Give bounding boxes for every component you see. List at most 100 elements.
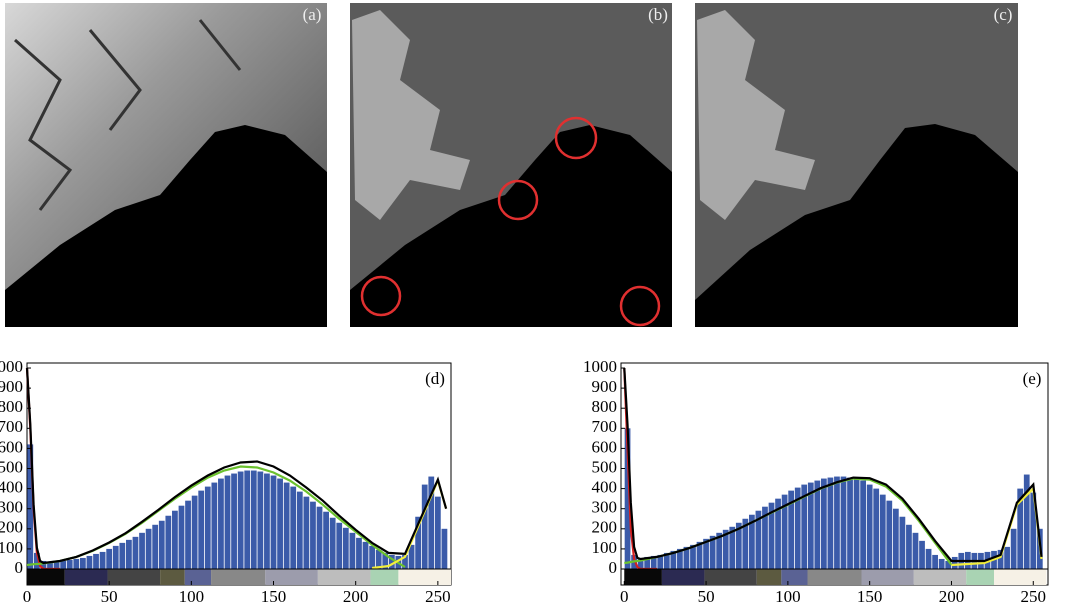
hist-bar: [729, 526, 736, 569]
y-tick-label: 0: [15, 558, 24, 577]
color-bar-segment: [807, 569, 862, 585]
hist-bar: [657, 554, 664, 569]
hist-bar: [722, 529, 729, 569]
hist-bar: [899, 516, 906, 569]
y-tick-label: 900: [592, 377, 618, 396]
hist-bar: [781, 494, 788, 569]
hist-bar: [178, 505, 185, 569]
hist-bar: [211, 482, 218, 569]
hist-bar: [827, 477, 834, 569]
hist-bar: [925, 548, 932, 569]
hist-bar: [735, 522, 742, 569]
hist-bar: [336, 522, 343, 569]
hist-bar: [820, 478, 827, 569]
hist-bar: [165, 515, 172, 569]
color-bar-segment: [704, 569, 757, 585]
hist-bar: [375, 549, 382, 569]
hist-bar: [79, 557, 86, 569]
hist-bar: [768, 502, 775, 569]
hist-bar: [834, 476, 840, 569]
y-tick-label: 100: [0, 538, 23, 557]
hist-bar: [408, 544, 415, 569]
hist-bar: [369, 545, 376, 569]
hist-bar: [237, 471, 244, 569]
hist-bar: [853, 478, 860, 569]
hist-bar: [40, 560, 47, 569]
hist-bar: [316, 506, 323, 569]
color-bar-segment: [966, 569, 995, 585]
y-tick-label: 500: [592, 457, 618, 476]
hist-bar: [257, 471, 264, 569]
hist-bar: [886, 500, 893, 569]
hist-bar: [66, 559, 73, 569]
hist-bar: [906, 524, 912, 569]
fit-curve: [25, 367, 448, 565]
hist-bar: [106, 548, 113, 569]
hist-bar: [250, 470, 257, 569]
hist-bar: [415, 516, 422, 569]
y-tick-label: 400: [592, 478, 618, 497]
hist-bar: [624, 428, 631, 569]
hist-bar: [670, 550, 677, 569]
hist-bar: [879, 494, 886, 569]
hist-bar: [997, 549, 1004, 569]
x-tick-label: 0: [23, 587, 32, 606]
color-bar-segment: [624, 569, 662, 585]
hist-bar: [755, 510, 762, 569]
hist-bar: [788, 490, 795, 569]
hist-bar: [86, 555, 93, 569]
hist-bar: [840, 476, 847, 569]
hist-bar: [139, 532, 145, 569]
color-bar-segment: [781, 569, 808, 585]
color-bar-segment: [661, 569, 705, 585]
hist-bar: [801, 484, 808, 569]
hist-bar: [191, 495, 198, 569]
hist-bar: [912, 532, 919, 569]
x-tick-label: 250: [425, 587, 451, 606]
hist-bar: [145, 528, 152, 569]
hist-bar: [218, 478, 224, 569]
y-tick-label: 800: [592, 397, 618, 416]
color-bar-segment: [861, 569, 914, 585]
hist-bar: [270, 475, 277, 569]
y-tick-label: 600: [592, 437, 618, 456]
hist-bar: [310, 501, 316, 569]
y-tick-label: 100: [592, 538, 618, 557]
hist-bar: [329, 517, 336, 569]
color-bar-segment: [184, 569, 212, 585]
hist-bar: [696, 541, 703, 569]
y-tick-label: 0: [609, 558, 618, 577]
hist-bar: [709, 535, 716, 569]
fit-curve: [623, 367, 1043, 563]
hist-bar: [945, 560, 952, 569]
hist-bar: [866, 484, 873, 569]
image-b: [350, 3, 672, 327]
y-tick-label: 900: [0, 377, 23, 396]
hist-bar: [762, 506, 768, 569]
hist-bar: [938, 558, 945, 569]
hist-bar: [119, 542, 126, 569]
hist-bar: [323, 511, 329, 569]
hist-bar: [663, 552, 670, 569]
y-tick-label: 600: [0, 437, 23, 456]
x-tick-label: 100: [775, 587, 801, 606]
color-bar-segment: [398, 569, 451, 585]
hist-bar: [356, 537, 362, 569]
hist-bar: [434, 496, 441, 569]
y-tick-label: 200: [592, 518, 618, 537]
x-tick-label: 150: [857, 587, 883, 606]
hist-bar: [650, 555, 657, 569]
hist-bar: [683, 546, 690, 569]
panel-label: (a): [303, 5, 322, 24]
hist-bar: [185, 500, 191, 569]
y-tick-label: 400: [0, 478, 23, 497]
hist-bar: [99, 551, 106, 569]
hist-bar: [172, 510, 178, 569]
hist-bar: [402, 554, 408, 569]
panel-label: (c): [994, 5, 1013, 24]
hist-bar: [33, 552, 40, 569]
hist-bar: [290, 486, 297, 569]
hist-bar: [1004, 546, 1010, 569]
